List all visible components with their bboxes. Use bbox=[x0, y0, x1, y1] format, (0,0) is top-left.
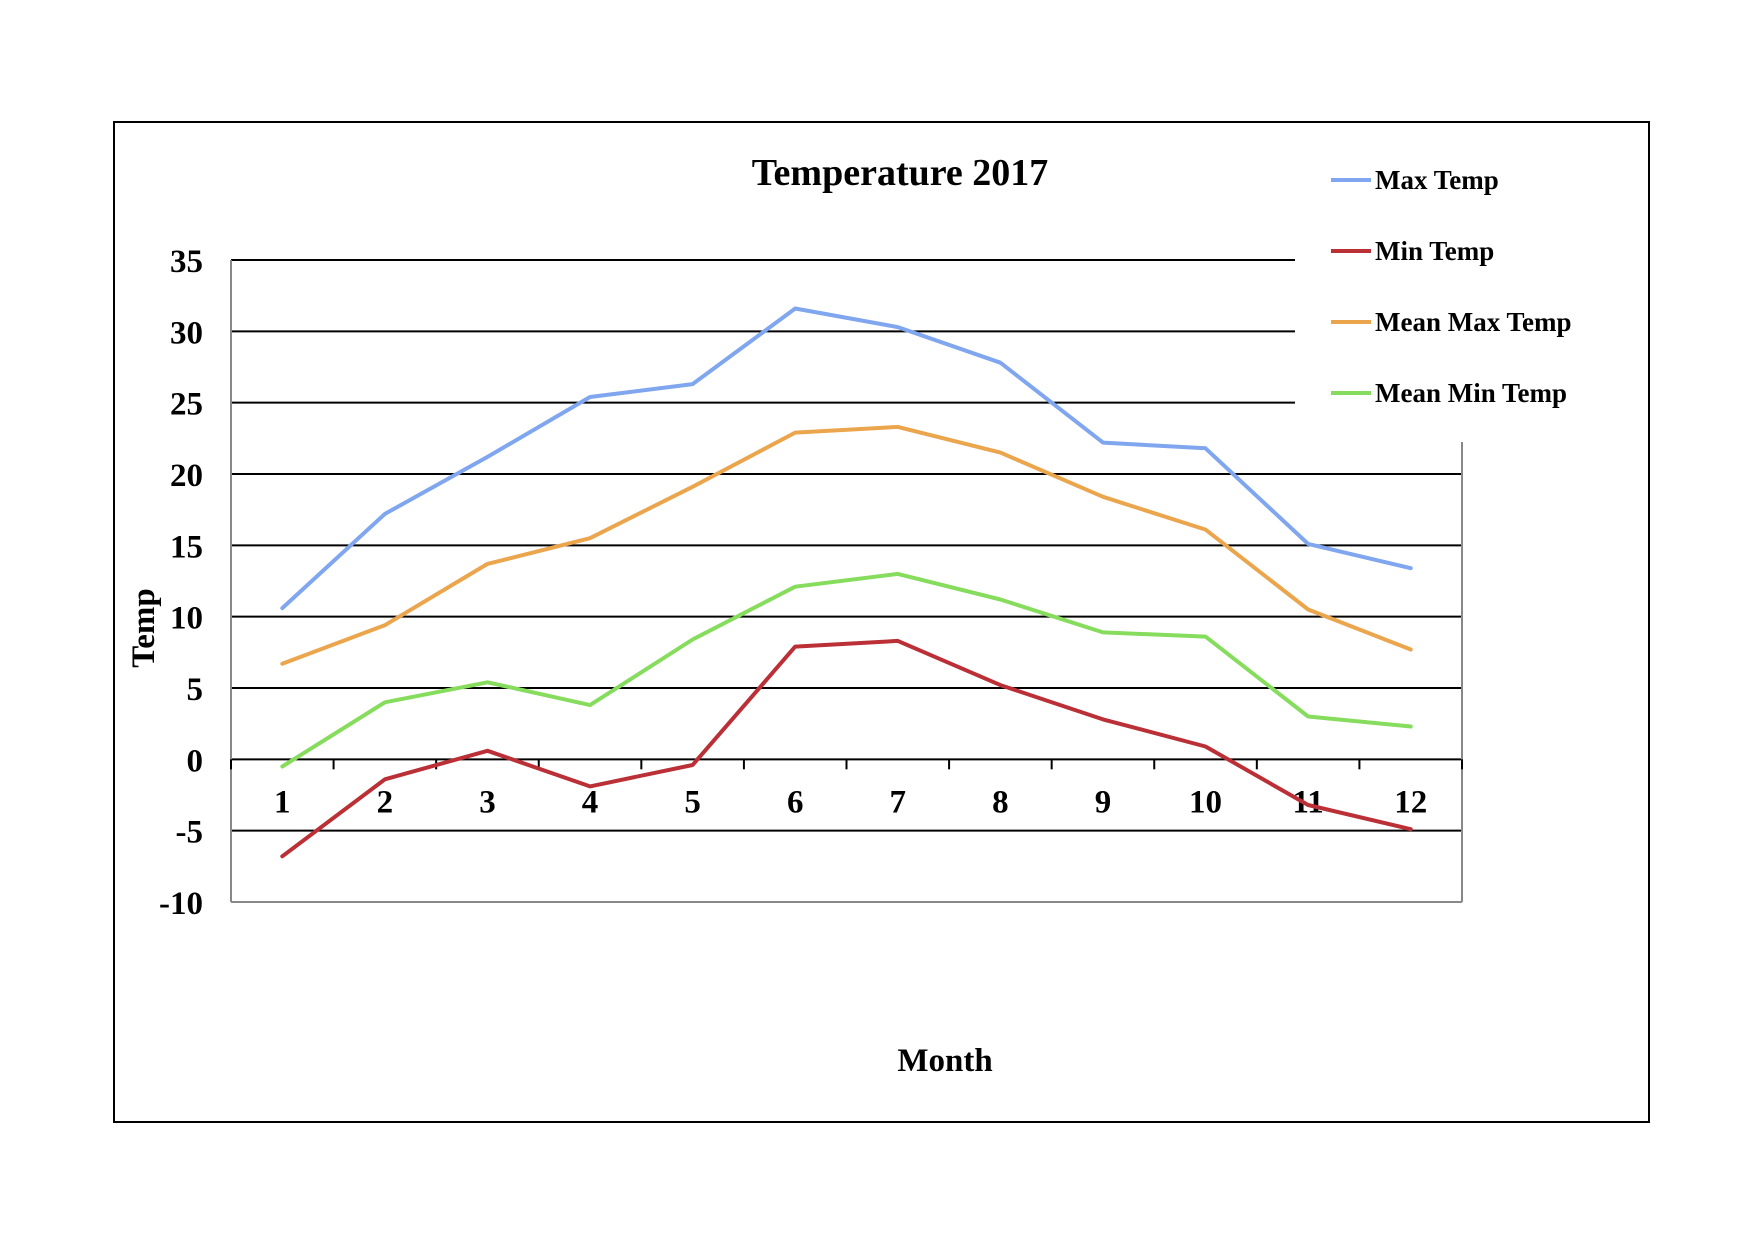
x-tick-label: 12 bbox=[1394, 784, 1427, 820]
x-tick-label: 4 bbox=[582, 784, 599, 820]
chart-frame: 35 30 25 20 15 10 5 0 -5 -10 1 2 3 4 5 6 7 8 9 10 11 12 Max T… bbox=[113, 121, 1650, 1123]
x-axis-title: Month bbox=[897, 1043, 992, 1079]
y-tick-label: -10 bbox=[159, 886, 203, 922]
x-tick-label: 11 bbox=[1293, 784, 1324, 820]
x-tick-label: 7 bbox=[890, 784, 907, 820]
series-line-min-temp bbox=[280, 638, 1413, 859]
x-tick-label: 5 bbox=[684, 784, 701, 820]
y-tick-label: -5 bbox=[176, 815, 204, 851]
x-tick-label: 10 bbox=[1189, 784, 1222, 820]
y-tick-label: 25 bbox=[170, 387, 203, 423]
x-tick-label: 2 bbox=[377, 784, 394, 820]
y-tick-label: 15 bbox=[170, 529, 203, 565]
legend-label: Mean Max Temp bbox=[1375, 307, 1572, 337]
series-lines bbox=[280, 306, 1413, 859]
legend-label: Max Temp bbox=[1375, 165, 1499, 195]
series-line-max-temp bbox=[280, 306, 1413, 611]
series-line-mean-min-temp bbox=[280, 571, 1413, 769]
y-tick-label: 10 bbox=[170, 601, 203, 637]
x-tick-label: 3 bbox=[479, 784, 496, 820]
series-line-mean-max-temp bbox=[280, 424, 1413, 666]
x-tick-label: 1 bbox=[274, 784, 291, 820]
legend-label: Mean Min Temp bbox=[1375, 378, 1567, 408]
y-tick-label: 20 bbox=[170, 458, 203, 494]
y-tick-label: 35 bbox=[170, 244, 203, 280]
y-axis-title: Temp bbox=[126, 588, 162, 667]
legend-label: Min Temp bbox=[1375, 236, 1494, 266]
y-tick-label: 5 bbox=[187, 672, 204, 708]
y-tick-label: 0 bbox=[187, 743, 204, 779]
chart-title: Temperature 2017 bbox=[752, 152, 1049, 194]
x-tick-label: 9 bbox=[1095, 784, 1112, 820]
x-tick-label: 8 bbox=[992, 784, 1009, 820]
y-tick-label: 30 bbox=[170, 315, 203, 351]
gridlines bbox=[231, 259, 1462, 903]
legend: Max Temp Min Temp Mean Max Temp Mean Min Te… bbox=[1295, 159, 1615, 442]
x-tick-label: 6 bbox=[787, 784, 804, 820]
